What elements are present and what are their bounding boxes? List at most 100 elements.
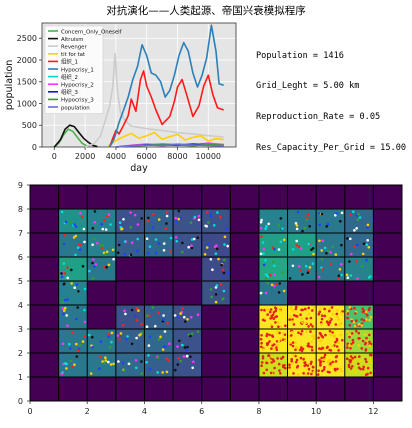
agent-dot xyxy=(302,358,305,361)
agent-dot xyxy=(323,353,327,357)
agent-dot xyxy=(369,275,372,278)
agent-dot xyxy=(164,227,167,230)
agent-dot xyxy=(317,336,320,340)
agent-dot xyxy=(349,274,353,277)
agent-dot xyxy=(278,309,282,313)
agent-dot xyxy=(72,236,76,239)
agent-dot xyxy=(125,337,128,341)
agent-dot xyxy=(189,334,192,338)
agent-dot xyxy=(192,360,195,364)
agent-dot xyxy=(369,371,372,375)
agent-dot xyxy=(268,273,272,277)
grid-cell xyxy=(287,209,317,234)
agent-dot xyxy=(178,339,181,343)
agent-dot xyxy=(162,314,165,317)
grid-cell xyxy=(30,185,59,210)
agent-dot xyxy=(363,370,367,373)
agent-dot xyxy=(365,336,368,340)
agent-dot xyxy=(351,338,355,342)
agent-dot xyxy=(93,220,97,224)
agent-dot xyxy=(268,310,272,314)
agent-dot xyxy=(318,310,322,314)
agent-dot xyxy=(346,346,349,349)
agent-dot xyxy=(93,237,96,241)
agent-dot xyxy=(145,325,149,328)
legend-label: Revenger xyxy=(61,45,87,51)
agent-dot xyxy=(269,363,273,367)
agent-dot xyxy=(66,324,69,327)
agent-dot xyxy=(104,359,108,362)
agent-dot xyxy=(278,282,282,285)
agent-dot xyxy=(76,349,80,352)
agent-dot xyxy=(261,355,265,358)
agent-dot xyxy=(62,312,65,316)
agent-dot xyxy=(324,333,327,337)
grid-cell xyxy=(30,329,59,354)
agent-dot xyxy=(63,298,67,302)
x-tick-label: 2000 xyxy=(75,152,95,161)
agent-dot xyxy=(260,364,263,367)
agent-dot xyxy=(365,318,368,321)
agent-dot xyxy=(281,355,285,359)
agent-dot xyxy=(299,313,302,316)
agent-dot xyxy=(101,227,105,231)
agent-dot xyxy=(212,224,216,227)
agent-dot xyxy=(309,323,313,326)
agent-dot xyxy=(268,358,271,361)
agent-dot xyxy=(273,366,276,370)
agent-dot xyxy=(215,247,219,251)
agent-dot xyxy=(261,318,265,322)
agent-dot xyxy=(62,242,66,245)
agent-dot xyxy=(151,306,155,309)
agent-dot xyxy=(300,317,304,320)
agent-dot xyxy=(73,223,76,226)
agent-dot xyxy=(346,276,350,279)
agent-dot xyxy=(319,323,323,326)
agent-dot xyxy=(358,337,361,340)
agent-dot xyxy=(270,316,274,319)
x-tick-label: 2 xyxy=(85,407,90,416)
agent-dot xyxy=(262,348,265,351)
agent-dot xyxy=(291,320,294,323)
agent-dot xyxy=(358,355,361,358)
agent-dot xyxy=(319,307,322,310)
agent-dot xyxy=(61,342,65,345)
agent-dot xyxy=(94,263,98,266)
agent-dot xyxy=(346,330,350,333)
agent-dot xyxy=(347,365,351,369)
agent-dot xyxy=(61,300,65,304)
agent-dot xyxy=(362,309,366,313)
agent-dot xyxy=(103,219,106,222)
agent-dot xyxy=(117,360,120,363)
agent-dot xyxy=(209,258,213,261)
agent-dot xyxy=(353,229,356,232)
y-tick-label: 2 xyxy=(18,349,23,358)
agent-dot xyxy=(325,346,329,349)
agent-dot xyxy=(266,275,270,278)
agent-dot xyxy=(281,270,284,274)
agent-dot xyxy=(294,307,298,311)
agent-dot xyxy=(93,265,96,268)
agent-dot xyxy=(157,311,160,315)
grid-cell xyxy=(115,305,145,330)
agent-dot xyxy=(290,331,294,334)
agent-dot xyxy=(205,225,208,228)
agent-dot xyxy=(105,265,108,269)
x-tick-label: 0 xyxy=(27,407,32,416)
agent-dot xyxy=(279,306,283,310)
agent-dot xyxy=(301,273,304,276)
agent-dot xyxy=(71,364,74,368)
agent-dot xyxy=(365,258,368,262)
agent-dot xyxy=(346,237,349,240)
agent-dot xyxy=(74,225,78,228)
agent-dot xyxy=(177,217,180,221)
grid-cell xyxy=(87,281,117,306)
agent-dot xyxy=(167,359,170,362)
agent-dot xyxy=(346,312,350,315)
agent-dot xyxy=(206,242,210,246)
agent-dot xyxy=(361,367,365,371)
agent-dot xyxy=(265,225,268,228)
agent-dot xyxy=(63,309,66,312)
agent-dot xyxy=(297,265,301,268)
agent-dot xyxy=(306,344,310,348)
